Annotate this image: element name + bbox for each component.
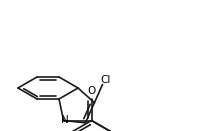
Text: N: N [61, 115, 68, 125]
Text: O: O [87, 86, 96, 95]
Text: Cl: Cl [101, 75, 111, 85]
